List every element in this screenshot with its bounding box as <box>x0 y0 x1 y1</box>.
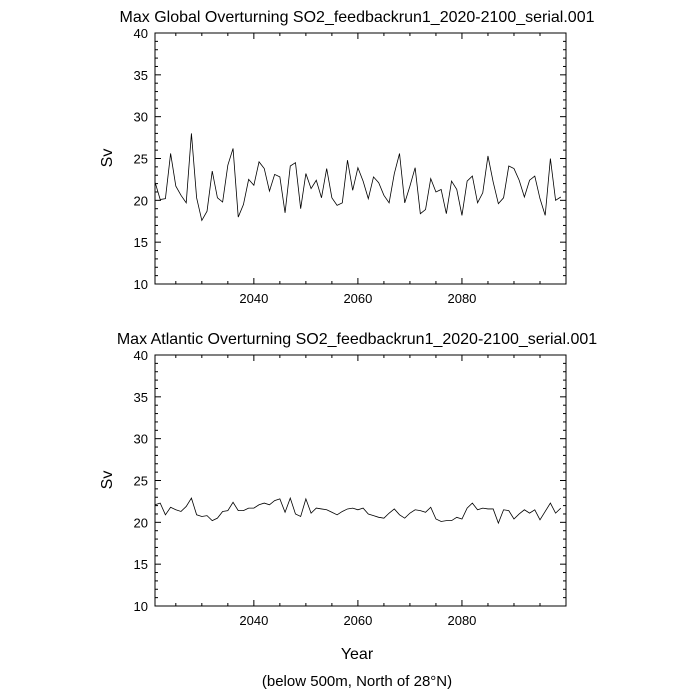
atlantic-y-tick-label: 20 <box>134 515 148 530</box>
atlantic-y-tick-label: 30 <box>134 432 148 447</box>
atlantic-x-tick-label: 2040 <box>239 613 268 628</box>
atlantic-plot-frame <box>154 354 567 607</box>
footer-note: (below 500m, North of 28°N) <box>262 673 452 690</box>
global-y-tick-label: 25 <box>134 152 148 167</box>
global-overturning-series-line <box>154 133 562 222</box>
atlantic-y-tick-label: 25 <box>134 474 148 489</box>
atlantic-y-tick-label: 10 <box>134 599 148 614</box>
global-y-tick-label: 30 <box>134 110 148 125</box>
atlantic-chart-title: Max Atlantic Overturning SO2_feedbackrun… <box>117 331 597 348</box>
atlantic-ticks <box>155 354 566 607</box>
global-plot-frame <box>154 32 567 285</box>
global-x-tick-label: 2040 <box>239 291 268 306</box>
atlantic-x-tick-label: 2080 <box>447 613 476 628</box>
atlantic-x-tick-label: 2060 <box>343 613 372 628</box>
global-y-axis-label: Sv <box>99 149 116 168</box>
atlantic-y-axis-label: Sv <box>99 471 116 490</box>
atlantic-tick-labels: 10 15 20 25 30 35 40 2040 2060 2080 <box>134 348 477 628</box>
global-y-tick-label: 35 <box>134 68 148 83</box>
atlantic-overturning-panel: Max Atlantic Overturning SO2_feedbackrun… <box>99 331 597 663</box>
global-x-tick-label: 2060 <box>343 291 372 306</box>
global-y-tick-label: 15 <box>134 235 148 250</box>
global-ticks <box>155 32 566 285</box>
atlantic-y-tick-label: 35 <box>134 390 148 405</box>
global-overturning-panel: Max Global Overturning SO2_feedbackrun1_… <box>99 9 595 306</box>
global-y-tick-label: 40 <box>134 26 148 41</box>
atlantic-overturning-series-line <box>154 496 562 525</box>
x-axis-label: Year <box>341 646 374 663</box>
atlantic-y-tick-label: 40 <box>134 348 148 363</box>
global-y-tick-label: 10 <box>134 277 148 292</box>
global-chart-title: Max Global Overturning SO2_feedbackrun1_… <box>120 9 595 26</box>
atlantic-y-tick-label: 15 <box>134 557 148 572</box>
global-y-tick-label: 20 <box>134 193 148 208</box>
global-x-tick-label: 2080 <box>447 291 476 306</box>
global-tick-labels: 10 15 20 25 30 35 40 2040 2060 2080 <box>134 26 477 306</box>
